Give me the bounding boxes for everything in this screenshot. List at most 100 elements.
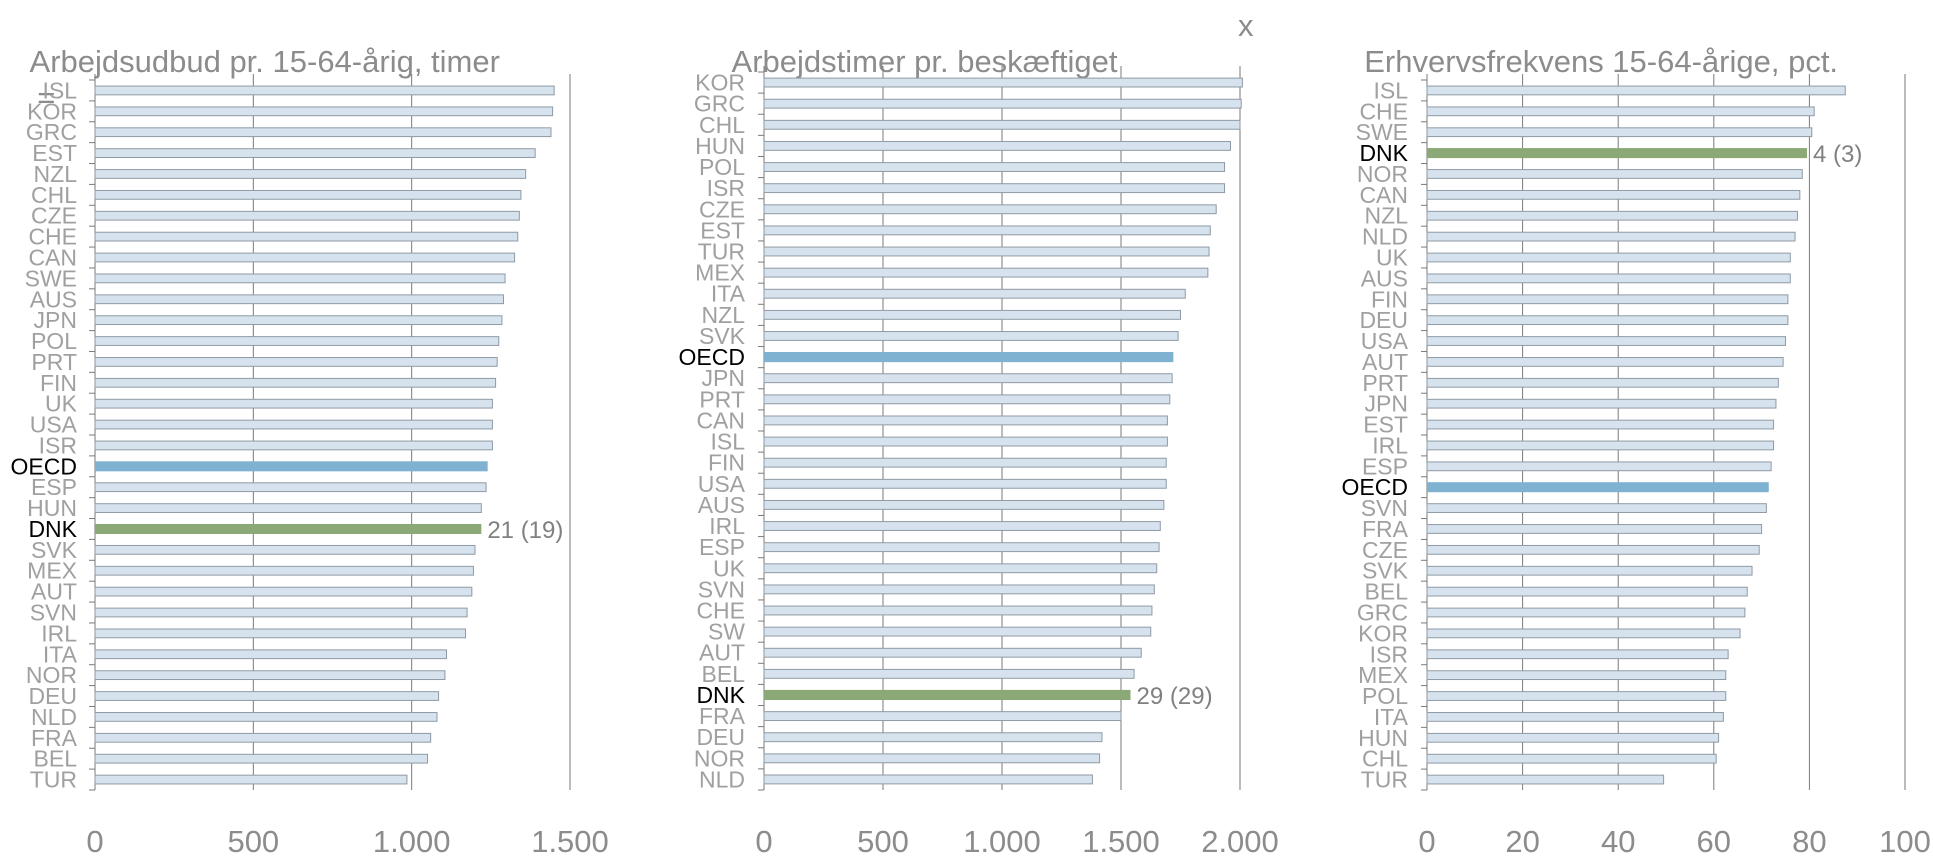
panel-3-bar-jpn [1426, 398, 1777, 409]
panel-2-label-fin: FIN [708, 450, 745, 476]
panel-1-label-jpn: JPN [34, 307, 77, 333]
panel-3-label-bel: BEL [1365, 579, 1409, 605]
panel-2-xtick-label-1: 500 [857, 824, 909, 856]
panel-3-label-fin: FIN [1371, 286, 1408, 312]
panel-3-bar-irl [1426, 440, 1775, 451]
panel-1-bar-prt [94, 357, 498, 367]
panel-3-label-isr: ISR [1370, 641, 1408, 667]
panel-2-bar-kor [763, 77, 1243, 88]
panel-2-label-cze: CZE [699, 196, 745, 222]
panel-1-bar-fra [94, 732, 432, 743]
panel-2-label-aus: AUS [698, 492, 745, 518]
panel-3-label-fra: FRA [1362, 516, 1409, 542]
panel-2-label-nor: NOR [694, 745, 745, 771]
panel-3-bar-ita [1426, 712, 1724, 722]
panel-2-bar-est [763, 225, 1211, 236]
panel-3-label-svn: SVN [1361, 495, 1408, 521]
panel-2-bar-pol [763, 162, 1226, 172]
panel-2-label-aut: AUT [699, 640, 745, 666]
panel-3-bar-isl [1426, 85, 1846, 96]
panel-3-label-svk: SVK [1362, 558, 1409, 584]
panel-2-bar-fin [763, 457, 1167, 468]
panel-1-label-isl: ISL [42, 77, 77, 103]
panel-2-bar-mex [763, 267, 1209, 278]
panel-3-bar-mex [1426, 670, 1727, 681]
panel-3-xtick-label-2: 40 [1601, 824, 1635, 856]
panel-2-bar-svn [763, 584, 1155, 595]
panel-1-bar-pol [94, 336, 500, 346]
panel-2-title-text: Arbejdstimer pr. beskæftiget [731, 44, 1118, 79]
panel-3-xtick-label-1: 20 [1505, 824, 1539, 856]
panel-3-label-pol: POL [1362, 683, 1408, 709]
panel-1-bar-bel [94, 753, 428, 764]
panel-1-bar-isl [94, 85, 555, 96]
panel-2-bar-irl [763, 521, 1161, 531]
panel-3-bar-grc [1426, 607, 1746, 618]
panel-2-label-fra: FRA [699, 703, 746, 729]
panel-3-bar-cze [1426, 544, 1760, 555]
panel-1-bar-aus [94, 294, 504, 305]
panel-1-rank-annotation: 21 (19) [487, 517, 563, 544]
panel-3-bar-usa [1426, 336, 1786, 346]
panel-1-label-fin: FIN [40, 370, 77, 396]
panel-3-label-nld: NLD [1362, 224, 1408, 250]
panel-2-label-mex: MEX [695, 260, 745, 286]
panel-1-label-est: EST [32, 140, 77, 166]
panel-1-bar-irl [94, 628, 466, 639]
panel-3-bar-kor [1426, 628, 1741, 639]
panel-2-bar-jpn [763, 373, 1173, 384]
panel-2-label-jpn: JPN [702, 365, 745, 391]
panel-2-label-dnk: DNK [696, 682, 745, 708]
panel-1-bar-hun [94, 503, 482, 513]
panel-2-label-svn: SVN [698, 576, 745, 602]
panel-3-label-cze: CZE [1362, 537, 1408, 563]
panel-1-bar-swe [94, 273, 506, 284]
panel-1-xtick-label-2: 1.000 [373, 824, 451, 856]
panel-2-title-marker: x [1238, 8, 1254, 43]
panel-1-bar-fin [94, 377, 497, 388]
panel-1-label-deu: DEU [28, 683, 77, 709]
panel-3-label-kor: KOR [1358, 620, 1408, 646]
panel-3-label-aus: AUS [1361, 265, 1408, 291]
panel-3-label-aut: AUT [1362, 349, 1408, 375]
panel-3-label-usa: USA [1361, 328, 1409, 354]
panel-1-bar-can [94, 252, 516, 263]
panel-2-bar-esp [763, 542, 1160, 553]
panel-1-title-text: Arbejdsudbud pr. 15-64-årig, timer [29, 44, 500, 79]
panel-3-xtick-label-0: 0 [1418, 824, 1435, 856]
panel-3-label-prt: PRT [1362, 370, 1408, 396]
panel-3-bar-aut [1426, 357, 1784, 367]
panel-1-label-nzl: NZL [34, 161, 78, 187]
panel-1-label-irl: IRL [41, 620, 77, 646]
panel-3-title: Erhvervsfrekvens 15-64-årige, pct. [1347, 8, 1838, 80]
panel-2-xtick-label-4: 2.000 [1201, 824, 1279, 856]
panel-1-bar-svk [94, 544, 476, 555]
panel-3-bar-chl [1426, 753, 1717, 764]
panel-3-label-hun: HUN [1358, 725, 1408, 751]
panel-3-label-grc: GRC [1357, 600, 1408, 626]
panel-3-label-che: CHE [1359, 98, 1408, 124]
panel-1-title-marker: = [37, 80, 56, 115]
panel-3-label-swe: SWE [1356, 119, 1408, 145]
panel-3-label-oecd: OECD [1342, 474, 1408, 500]
panel-2-bar-oecd [764, 352, 1174, 363]
panel-1-bar-ita [94, 649, 447, 660]
panel-3-label-uk: UK [1376, 245, 1409, 271]
panel-1-bar-aut [94, 586, 473, 597]
panel-2-label-can: CAN [696, 407, 745, 433]
panel-3-label-ita: ITA [1374, 704, 1409, 730]
panel-1-bar-nor [94, 670, 446, 681]
panel-2-bar-isr [763, 183, 1226, 194]
panel-3-label-jpn: JPN [1365, 391, 1408, 417]
panel-2-label-sw: SW [708, 619, 745, 645]
panel-3-label-nzl: NZL [1365, 203, 1409, 229]
panel-2-bar-ita [763, 288, 1186, 299]
panel-3-bar-hun [1426, 732, 1720, 743]
panel-3-label-esp: ESP [1362, 453, 1408, 479]
panel-1-title: Arbejdsudbud pr. 15-64-årig, timer = [14, 8, 500, 116]
panel-3-bar-esp [1426, 461, 1772, 472]
panel-1-label-aut: AUT [31, 579, 77, 605]
panel-2-bar-sw [763, 626, 1152, 637]
panel-2-label-bel: BEL [702, 661, 746, 687]
